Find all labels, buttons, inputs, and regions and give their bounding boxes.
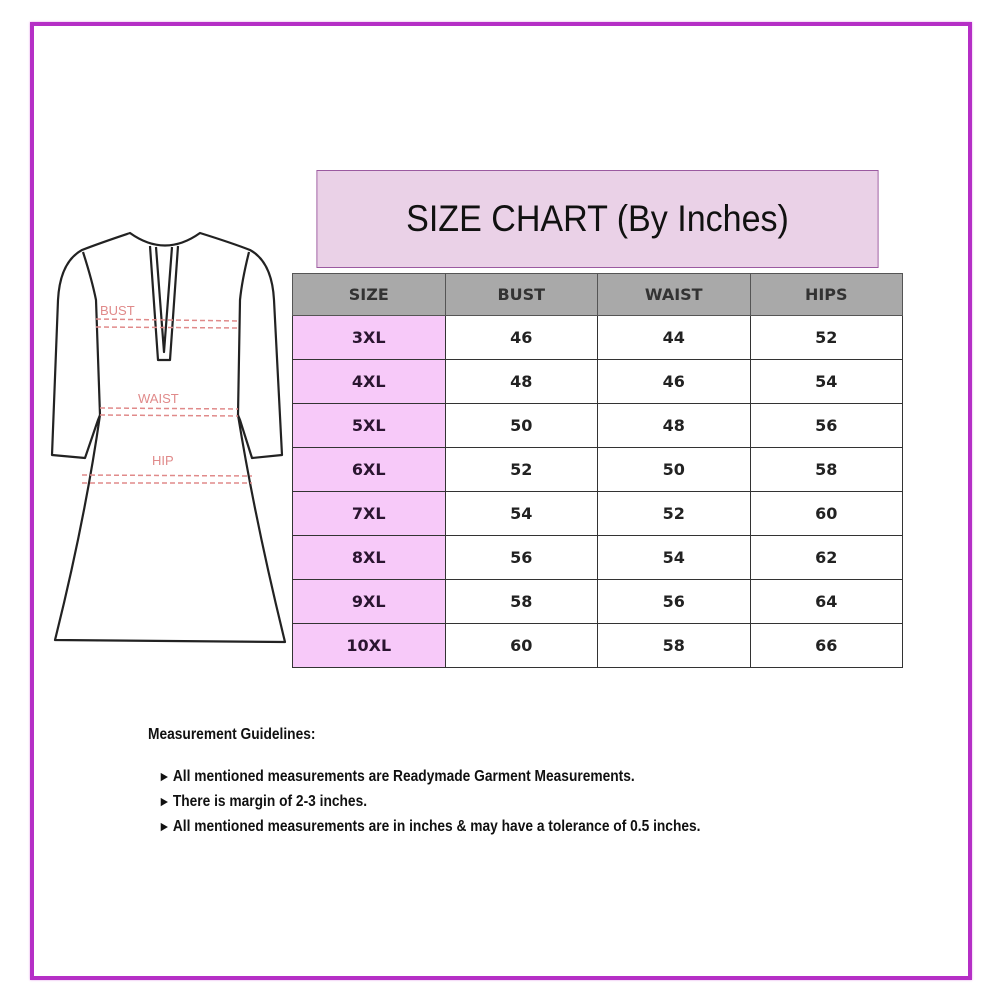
measurement-cell: 58: [444, 579, 598, 624]
kurta-outline: [50, 231, 287, 644]
size-cell: 10XL: [292, 623, 446, 668]
measurement-cell: 66: [749, 623, 903, 668]
hip-line: [81, 474, 253, 484]
size-cell: 7XL: [292, 491, 446, 536]
hip-label: HIP: [152, 453, 174, 468]
bust-line: [95, 318, 241, 329]
measurement-cell: 58: [749, 447, 903, 492]
measurement-cell: 60: [444, 623, 598, 668]
guideline-item: ► There is margin of 2-3 inches.: [148, 789, 700, 814]
right-sleeve-seam: [236, 251, 251, 416]
table-row: 7XL 54 52 60: [292, 491, 903, 536]
page-frame: [30, 22, 972, 980]
size-cell: 6XL: [292, 447, 446, 492]
neck-placket: [148, 245, 180, 362]
size-cell: 4XL: [292, 359, 446, 404]
measurement-cell: 52: [749, 315, 903, 360]
measurement-cell: 52: [597, 491, 751, 536]
guideline-item: ► All mentioned measurements are in inche…: [148, 814, 700, 839]
measurement-cell: 56: [749, 403, 903, 448]
table-row: 8XL 56 54 62: [292, 535, 903, 580]
measurement-cell: 54: [444, 491, 598, 536]
measurement-cell: 50: [444, 403, 598, 448]
column-header-size: SIZE: [292, 273, 446, 316]
arrow-bullet-icon: ►: [158, 818, 171, 834]
measurement-cell: 52: [444, 447, 598, 492]
measurement-cell: 44: [597, 315, 751, 360]
size-table: SIZE BUST WAIST HIPS 3XL 46 44 52 4XL 48 46 54 5XL 5…: [292, 273, 903, 668]
table-row: 3XL 46 44 52: [292, 315, 903, 360]
size-chart-title-box: SIZE CHART (By Inches): [316, 170, 879, 268]
guidelines-heading: Measurement Guidelines:: [148, 726, 316, 743]
waist-label: WAIST: [138, 391, 179, 406]
waist-line: [99, 407, 239, 417]
measurement-cell: 48: [444, 359, 598, 404]
size-cell: 5XL: [292, 403, 446, 448]
column-header-hips: HIPS: [749, 273, 903, 316]
table-header-row: SIZE BUST WAIST HIPS: [292, 273, 903, 316]
measurement-cell: 58: [597, 623, 751, 668]
measurement-cell: 60: [749, 491, 903, 536]
size-cell: 3XL: [292, 315, 446, 360]
left-sleeve-seam: [81, 251, 102, 416]
column-header-bust: BUST: [444, 273, 598, 316]
neck-placket-inner: [154, 246, 174, 354]
measurement-cell: 62: [749, 535, 903, 580]
size-cell: 8XL: [292, 535, 446, 580]
guideline-text: There is margin of 2-3 inches.: [172, 793, 368, 810]
table-row: 5XL 50 48 56: [292, 403, 903, 448]
table-row: 6XL 52 50 58: [292, 447, 903, 492]
size-chart-title: SIZE CHART (By Inches): [406, 198, 789, 239]
measurement-cell: 64: [749, 579, 903, 624]
table-row: 9XL 58 56 64: [292, 579, 903, 624]
measurement-cell: 54: [749, 359, 903, 404]
measurement-cell: 50: [597, 447, 751, 492]
table-row: 4XL 48 46 54: [292, 359, 903, 404]
column-header-waist: WAIST: [597, 273, 751, 316]
size-chart: SIZE CHART (By Inches) SIZE BUST WAIST HIPS…: [292, 170, 903, 668]
guideline-text: All mentioned measurements are in inches…: [172, 818, 701, 835]
measurement-cell: 56: [597, 579, 751, 624]
guideline-item: ► All mentioned measurements are Readymad…: [148, 764, 700, 789]
bust-label: BUST: [100, 303, 135, 318]
arrow-bullet-icon: ►: [158, 793, 171, 809]
table-row: 10XL 60 58 66: [292, 623, 903, 668]
measurement-guidelines: Measurement Guidelines: ► All mentioned m…: [148, 726, 700, 839]
measurement-cell: 56: [444, 535, 598, 580]
arrow-bullet-icon: ►: [158, 768, 171, 784]
measurement-cell: 48: [597, 403, 751, 448]
measurement-cell: 54: [597, 535, 751, 580]
size-cell: 9XL: [292, 579, 446, 624]
measurement-cell: 46: [444, 315, 598, 360]
guideline-text: All mentioned measurements are Readymade…: [172, 768, 635, 785]
measurement-cell: 46: [597, 359, 751, 404]
